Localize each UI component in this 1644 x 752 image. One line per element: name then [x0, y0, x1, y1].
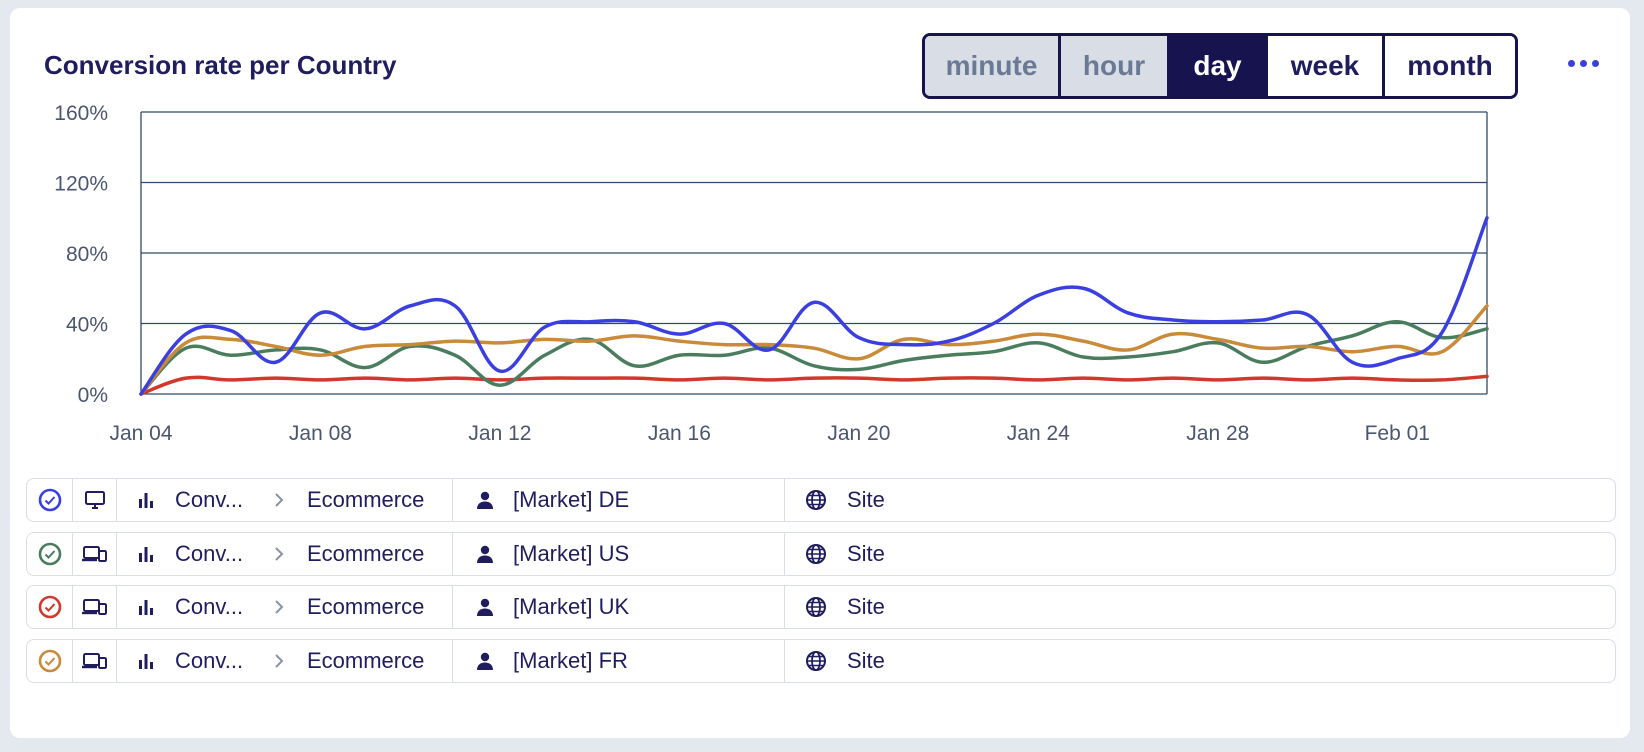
scope-selector[interactable]: Site: [785, 479, 1615, 521]
series-line-2: [139, 374, 1489, 396]
chevron-right-icon: [273, 653, 285, 669]
metric-selector[interactable]: Conv... Ecommerce: [117, 479, 453, 521]
x-tick-label: Jan 24: [1007, 422, 1070, 445]
segment-selector[interactable]: [Market] UK: [453, 586, 785, 628]
legend-row[interactable]: Conv... Ecommerce [Market] UK Site: [26, 585, 1616, 629]
x-tick-label: Feb 01: [1365, 422, 1430, 445]
bar-chart-icon: [137, 652, 155, 670]
y-tick-label: 80%: [66, 243, 108, 266]
metric-selector[interactable]: Conv... Ecommerce: [117, 639, 453, 682]
user-icon: [475, 597, 495, 617]
legend-row[interactable]: Conv... Ecommerce [Market] FR Site: [26, 638, 1616, 683]
scope-label: Site: [847, 594, 885, 619]
y-tick-label: 0%: [78, 384, 108, 407]
y-tick-label: 160%: [54, 102, 108, 125]
y-tick-label: 40%: [66, 314, 108, 337]
status-toggle[interactable]: [27, 532, 73, 575]
chart-widget: Conversion rate per Country minute hour …: [10, 8, 1630, 738]
chevron-right-icon: [273, 546, 285, 562]
line-chart: 0% 40% 80% 120% 160% Jan 04 Jan 08 Jan 12 Jan 16…: [54, 102, 1489, 445]
status-toggle[interactable]: [27, 639, 73, 682]
check-circle-icon: [38, 649, 62, 673]
devices-icon: [81, 544, 108, 564]
device-selector[interactable]: [73, 586, 117, 628]
series-line-0: [139, 216, 1489, 396]
scope-label: Site: [847, 540, 885, 566]
metric-label: Conv...: [175, 487, 244, 512]
metric-label: Conv...: [175, 594, 244, 619]
segment-selector[interactable]: [Market] FR: [453, 639, 785, 682]
legend-row[interactable]: Conv... Ecommerce [Market] US Site: [26, 531, 1616, 576]
status-toggle[interactable]: [27, 479, 73, 521]
bar-chart-icon: [137, 491, 155, 509]
bar-chart-icon: [137, 545, 155, 563]
legend-row[interactable]: Conv... Ecommerce [Market] DE Site: [26, 478, 1616, 522]
widget-title: Conversion rate per Country: [44, 50, 397, 80]
y-tick-label: 120%: [54, 173, 108, 196]
metric-label: Conv...: [175, 647, 244, 673]
globe-icon: [805, 489, 827, 511]
check-circle-icon: [38, 595, 62, 619]
series-legend: Conv... Ecommerce [Market] DE Site Conv... Ec…: [26, 478, 1616, 692]
x-tick-label: Jan 16: [648, 422, 711, 445]
granularity-day-button[interactable]: day: [1170, 36, 1268, 96]
granularity-hour-button[interactable]: hour: [1061, 36, 1170, 96]
x-tick-label: Jan 12: [468, 422, 531, 445]
device-selector[interactable]: [73, 532, 117, 575]
chevron-right-icon: [273, 599, 285, 615]
user-icon: [475, 490, 495, 510]
user-icon: [475, 544, 495, 564]
segment-label: [Market] FR: [513, 647, 628, 673]
more-options-button[interactable]: [1563, 48, 1603, 78]
check-circle-icon: [38, 488, 62, 512]
device-selector[interactable]: [73, 639, 117, 682]
x-tick-label: Jan 28: [1186, 422, 1249, 445]
metric-selector[interactable]: Conv... Ecommerce: [117, 586, 453, 628]
x-tick-label: Jan 04: [109, 422, 172, 445]
device-selector[interactable]: [73, 479, 117, 521]
scope-selector[interactable]: Site: [785, 533, 1615, 575]
x-tick-label: Jan 08: [289, 422, 352, 445]
globe-icon: [805, 596, 827, 618]
bar-chart-icon: [137, 598, 155, 616]
segment-selector[interactable]: [Market] DE: [453, 479, 785, 521]
x-tick-label: Jan 20: [827, 422, 890, 445]
metric-label: Conv...: [175, 540, 244, 566]
category-label: Ecommerce: [307, 594, 425, 619]
category-label: Ecommerce: [307, 487, 425, 512]
chevron-right-icon: [273, 492, 285, 508]
granularity-minute-button[interactable]: minute: [925, 36, 1061, 96]
series-line-3: [139, 304, 1489, 396]
status-toggle[interactable]: [27, 586, 73, 628]
category-label: Ecommerce: [307, 540, 425, 566]
scope-label: Site: [847, 487, 885, 512]
scope-selector[interactable]: Site: [785, 586, 1615, 628]
monitor-icon: [84, 490, 106, 510]
scope-selector[interactable]: Site: [785, 640, 1615, 682]
devices-icon: [81, 597, 108, 617]
check-circle-icon: [38, 542, 62, 566]
segment-label: [Market] DE: [513, 487, 630, 512]
user-icon: [475, 651, 495, 671]
segment-selector[interactable]: [Market] US: [453, 532, 785, 575]
ellipsis-icon: [1567, 59, 1575, 67]
category-label: Ecommerce: [307, 647, 425, 673]
metric-selector[interactable]: Conv... Ecommerce: [117, 532, 453, 575]
scope-label: Site: [847, 647, 885, 673]
globe-icon: [805, 543, 827, 565]
globe-icon: [805, 650, 827, 672]
granularity-month-button[interactable]: month: [1385, 36, 1515, 96]
devices-icon: [81, 651, 108, 671]
granularity-selector: minute hour day week month: [922, 33, 1518, 99]
segment-label: [Market] US: [513, 540, 630, 566]
granularity-week-button[interactable]: week: [1268, 36, 1385, 96]
segment-label: [Market] UK: [513, 594, 630, 619]
series-line-1: [139, 319, 1489, 396]
